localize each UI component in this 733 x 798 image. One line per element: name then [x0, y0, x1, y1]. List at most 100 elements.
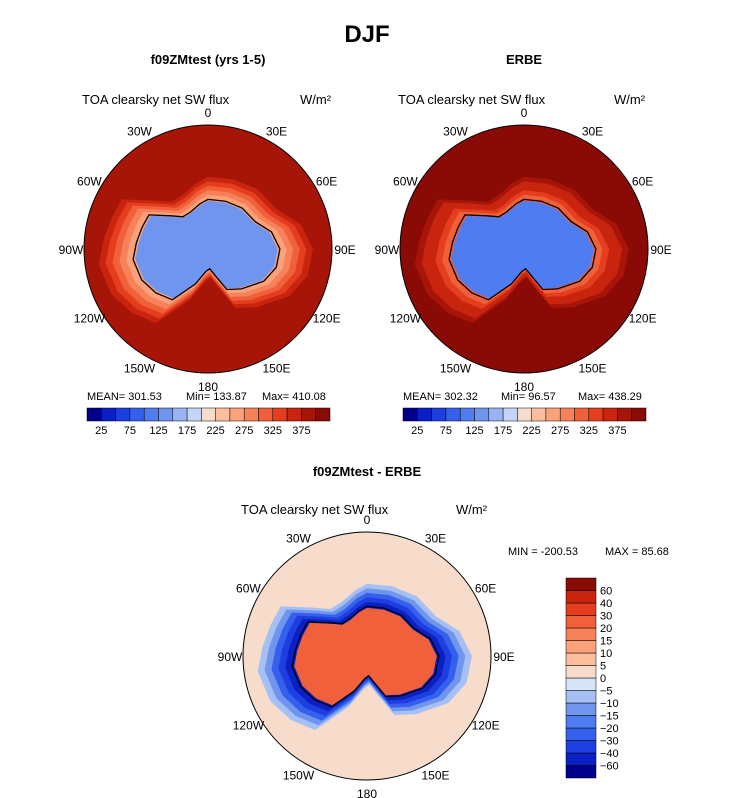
lon-label: 0	[205, 106, 212, 120]
variable-label: TOA clearsky net SW flux	[82, 92, 230, 107]
lon-label: 120E	[629, 312, 657, 326]
colorbar-cell	[272, 407, 288, 422]
colorbar-cell	[417, 407, 432, 422]
colorbar-tick-label: 25	[411, 425, 423, 437]
colorbar-cell	[559, 407, 575, 422]
units-label: W/m²	[300, 92, 332, 107]
colorbar-cell	[565, 677, 597, 691]
colorbar-tick-label: −60	[600, 761, 619, 773]
units-label: W/m²	[456, 502, 488, 517]
colorbar-tick-label: 175	[178, 425, 196, 437]
colorbar-cell	[565, 715, 597, 729]
colorbar-cell	[565, 702, 597, 716]
colorbar-cell	[565, 665, 597, 679]
lon-label: 90W	[375, 243, 400, 257]
mean-stat: MEAN= 301.53	[87, 391, 162, 403]
colorbar-tick-label: 15	[600, 636, 612, 648]
max-stat: MAX = 85.68	[605, 546, 669, 558]
polar-map	[84, 125, 332, 373]
colorbar-cell	[565, 602, 597, 616]
colorbar-cell	[474, 407, 490, 422]
colorbar-tick-label: 30	[600, 611, 612, 623]
lon-label: 30W	[127, 124, 152, 138]
colorbar-cell	[574, 407, 590, 422]
colorbar-cell	[565, 590, 597, 604]
panel-subtitle: ERBE	[506, 52, 542, 67]
colorbar-cell	[565, 765, 597, 779]
colorbar-tick-label: −5	[600, 686, 613, 698]
lon-label: 150W	[440, 362, 472, 376]
min-stat: MIN = -200.53	[508, 546, 578, 558]
panel-model: f09ZMtest (yrs 1-5) TOA clearsky net SW …	[59, 52, 356, 437]
colorbar-tick-label: 10	[600, 648, 612, 660]
colorbar-cell	[201, 407, 216, 422]
lon-label: 120W	[233, 719, 265, 733]
lon-label: 30E	[266, 124, 287, 138]
lon-label: 30W	[443, 124, 468, 138]
panel-obs: ERBE TOA clearsky net SW flux W/m² 0 30E 6…	[375, 52, 672, 437]
colorbar-cell	[172, 407, 188, 422]
colorbar-cell	[445, 407, 461, 422]
colorbar-cell	[286, 407, 302, 422]
colorbar-cell	[565, 640, 597, 654]
colorbar-tick-label: −20	[600, 723, 619, 735]
colorbar-tick-label: 275	[235, 425, 253, 437]
colorbar-cell	[565, 652, 597, 666]
colorbar-cell	[617, 407, 632, 422]
colorbar-cell	[565, 690, 597, 704]
lon-label: 120E	[472, 719, 500, 733]
field-layer	[84, 125, 332, 373]
interior-field	[135, 200, 278, 299]
colorbar-cell	[602, 407, 618, 422]
interior-field	[294, 607, 437, 706]
colorbar-cell	[565, 615, 597, 629]
colorbar-tick-label: 0	[600, 673, 606, 685]
colorbar-tick-label: 125	[465, 425, 483, 437]
lon-label: 150W	[283, 769, 315, 783]
coastline	[448, 198, 597, 301]
lon-label: 60E	[632, 175, 653, 189]
coastline	[291, 605, 440, 708]
colorbar: 25 75 125 175 225 275 325 375	[402, 407, 647, 437]
colorbar-cell	[229, 407, 245, 422]
lon-label: 150E	[262, 362, 290, 376]
colorbar-cell	[143, 407, 159, 422]
colorbar-tick-label: 275	[551, 425, 569, 437]
colorbar-tick-label: 60	[600, 586, 612, 598]
colorbar-tick-label: −10	[600, 698, 619, 710]
colorbar-cell	[115, 407, 131, 422]
colorbar-cell	[258, 407, 274, 422]
colorbar-cell	[315, 407, 331, 422]
lon-label: 120E	[313, 312, 341, 326]
longitude-labels: 0 30E 60E 90E 120E 150E 180 150W 120W 90W 60W 30W	[375, 106, 672, 394]
colorbar-cell	[565, 740, 597, 754]
colorbar-tick-label: 20	[600, 623, 612, 635]
colorbar-tick-label: 25	[95, 425, 107, 437]
colorbar-cell	[565, 727, 597, 741]
panel-subtitle: f09ZMtest (yrs 1-5)	[151, 52, 266, 67]
colorbar-cell	[402, 407, 418, 422]
lon-label: 120W	[74, 312, 106, 326]
colorbar-tick-label: 75	[440, 425, 452, 437]
lon-label: 180	[198, 380, 218, 394]
variable-label: TOA clearsky net SW flux	[241, 502, 389, 517]
lon-label: 90W	[218, 650, 243, 664]
figure-title: DJF	[344, 21, 389, 48]
lon-label: 30W	[286, 531, 311, 545]
max-stat: Max= 410.08	[262, 391, 326, 403]
colorbar-cell	[459, 407, 475, 422]
colorbar-tick-label: 5	[600, 661, 606, 673]
min-stat: Min= 133.87	[186, 391, 247, 403]
colorbar-cell	[101, 407, 116, 422]
map-boundary	[83, 124, 333, 374]
colorbar-cell	[186, 407, 202, 422]
lon-label: 60E	[316, 175, 337, 189]
colorbar-cell	[588, 407, 604, 422]
colorbar: 25 75 125 175 225 275 325 375	[86, 407, 331, 437]
colorbar-cell	[158, 407, 174, 422]
colorbar-cell	[565, 577, 597, 591]
map-boundary	[399, 124, 649, 374]
colorbar-cell	[301, 407, 316, 422]
colorbar-tick-label: 225	[206, 425, 224, 437]
colorbar-tick-label: −15	[600, 711, 619, 723]
